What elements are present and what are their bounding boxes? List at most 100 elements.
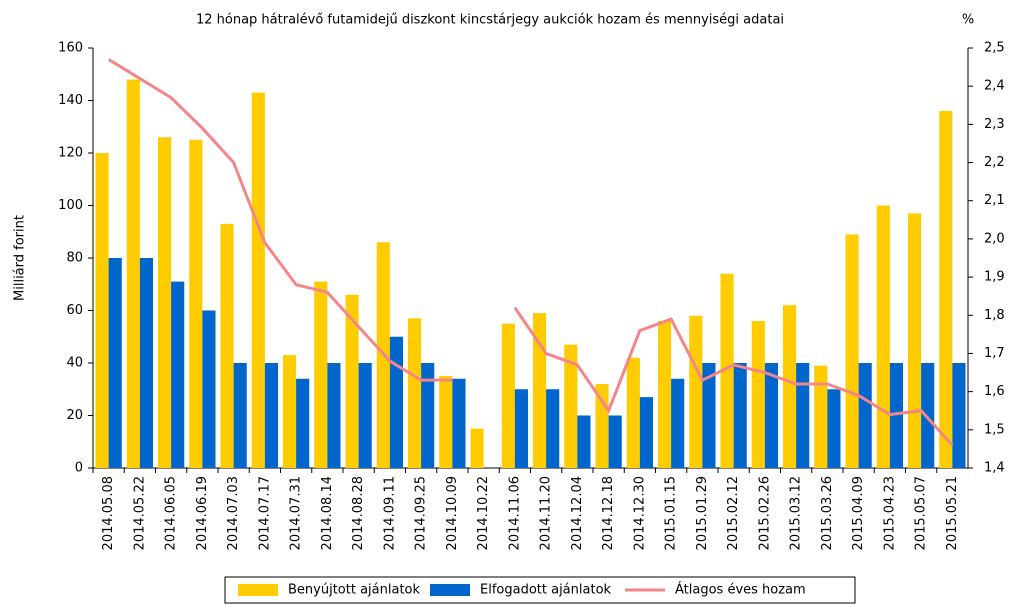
x-tick-label: 2014.12.18 <box>601 476 616 550</box>
bar <box>608 415 622 468</box>
bar <box>733 363 747 468</box>
bar <box>470 428 484 468</box>
bar <box>658 321 672 468</box>
bar <box>533 313 547 468</box>
bar <box>751 321 765 468</box>
bar <box>158 137 172 468</box>
bar <box>233 363 247 468</box>
bar <box>314 281 328 468</box>
y2-axis-label: % <box>962 13 974 28</box>
x-tick-label: 2015.05.21 <box>945 476 960 550</box>
y2-tick-label: 2,0 <box>984 231 1005 246</box>
bar <box>720 273 734 468</box>
x-tick-label: 2015.04.09 <box>851 476 866 550</box>
bar <box>358 363 372 468</box>
x-tick-label: 2014.06.05 <box>164 476 179 550</box>
bar <box>421 363 435 468</box>
x-tick-label: 2015.01.15 <box>664 476 679 550</box>
y2-tick-label: 1,4 <box>984 461 1005 476</box>
bar <box>171 281 185 468</box>
y-tick-label: 0 <box>75 461 83 476</box>
x-tick-label: 2015.03.12 <box>789 476 804 550</box>
x-tick-label: 2015.03.26 <box>820 476 835 550</box>
y2-tick-label: 1,7 <box>984 346 1005 361</box>
x-tick-label: 2014.12.04 <box>570 476 585 550</box>
bar <box>564 344 578 468</box>
y-tick-label: 120 <box>58 146 83 161</box>
y2-tick-label: 1,8 <box>984 308 1005 323</box>
y-tick-label: 100 <box>58 198 83 213</box>
bar <box>220 223 234 468</box>
bar <box>327 363 341 468</box>
bar <box>626 357 640 468</box>
bar <box>408 318 422 468</box>
x-tick-label: 2014.07.31 <box>289 476 304 550</box>
bar <box>577 415 591 468</box>
x-tick-label: 2014.08.14 <box>320 476 335 550</box>
bar <box>783 305 797 468</box>
y-tick-label: 80 <box>66 251 83 266</box>
y-axis-label: Milliárd forint <box>13 215 28 301</box>
x-tick-label: 2014.10.22 <box>476 476 491 550</box>
x-tick-label: 2014.07.03 <box>226 476 241 550</box>
bar <box>876 205 890 468</box>
x-tick-label: 2014.11.20 <box>539 476 554 550</box>
y2-tick-label: 2,1 <box>984 193 1005 208</box>
bar <box>546 389 560 468</box>
bar <box>501 323 515 468</box>
bar <box>921 363 935 468</box>
bar <box>939 111 953 468</box>
bar <box>389 336 403 468</box>
x-tick-label: 2015.02.12 <box>726 476 741 550</box>
bar <box>514 389 528 468</box>
y2-tick-label: 2,2 <box>984 155 1005 170</box>
legend-label: Elfogadott ajánlatok <box>480 583 612 598</box>
bar <box>108 258 122 468</box>
bar <box>671 378 685 468</box>
bar <box>796 363 810 468</box>
bar <box>126 79 140 468</box>
x-tick-label: 2014.05.22 <box>132 476 147 550</box>
bar <box>202 310 216 468</box>
y2-tick-label: 2,5 <box>984 41 1005 56</box>
x-tick-label: 2014.11.06 <box>507 476 522 550</box>
y2-tick-label: 2,4 <box>984 79 1005 94</box>
bar <box>296 378 310 468</box>
bar <box>139 258 153 468</box>
bar <box>439 376 453 468</box>
bar <box>689 315 703 468</box>
x-tick-label: 2015.01.29 <box>695 476 710 550</box>
bar <box>814 365 828 468</box>
x-tick-label: 2014.09.25 <box>414 476 429 550</box>
x-tick-label: 2014.08.28 <box>351 476 366 550</box>
y-tick-label: 140 <box>58 93 83 108</box>
bar <box>908 213 922 468</box>
bar <box>251 92 265 468</box>
legend-label: Benyújtott ajánlatok <box>288 583 420 598</box>
legend-label: Átlagos éves hozam <box>675 582 806 598</box>
bar <box>283 355 297 468</box>
bar <box>345 294 359 468</box>
chart-title: 12 hónap hátralévő futamidejű diszkont k… <box>196 13 784 28</box>
y-tick-label: 160 <box>58 41 83 56</box>
x-tick-label: 2015.04.23 <box>882 476 897 550</box>
bar <box>189 139 203 468</box>
legend-swatch <box>430 584 470 596</box>
bar <box>639 397 653 468</box>
y2-tick-label: 1,6 <box>984 384 1005 399</box>
x-tick-label: 2014.07.17 <box>257 476 272 550</box>
bar <box>452 378 466 468</box>
y-tick-label: 60 <box>66 303 83 318</box>
bar <box>827 389 841 468</box>
y-tick-label: 40 <box>66 356 83 371</box>
x-tick-label: 2015.02.26 <box>757 476 772 550</box>
bar <box>95 153 109 468</box>
x-tick-label: 2015.05.07 <box>914 476 929 550</box>
bar <box>889 363 903 468</box>
x-tick-label: 2014.05.08 <box>101 476 116 550</box>
x-tick-label: 2014.10.09 <box>445 476 460 550</box>
x-tick-label: 2014.06.19 <box>195 476 210 550</box>
bar <box>764 363 778 468</box>
bar <box>952 363 966 468</box>
